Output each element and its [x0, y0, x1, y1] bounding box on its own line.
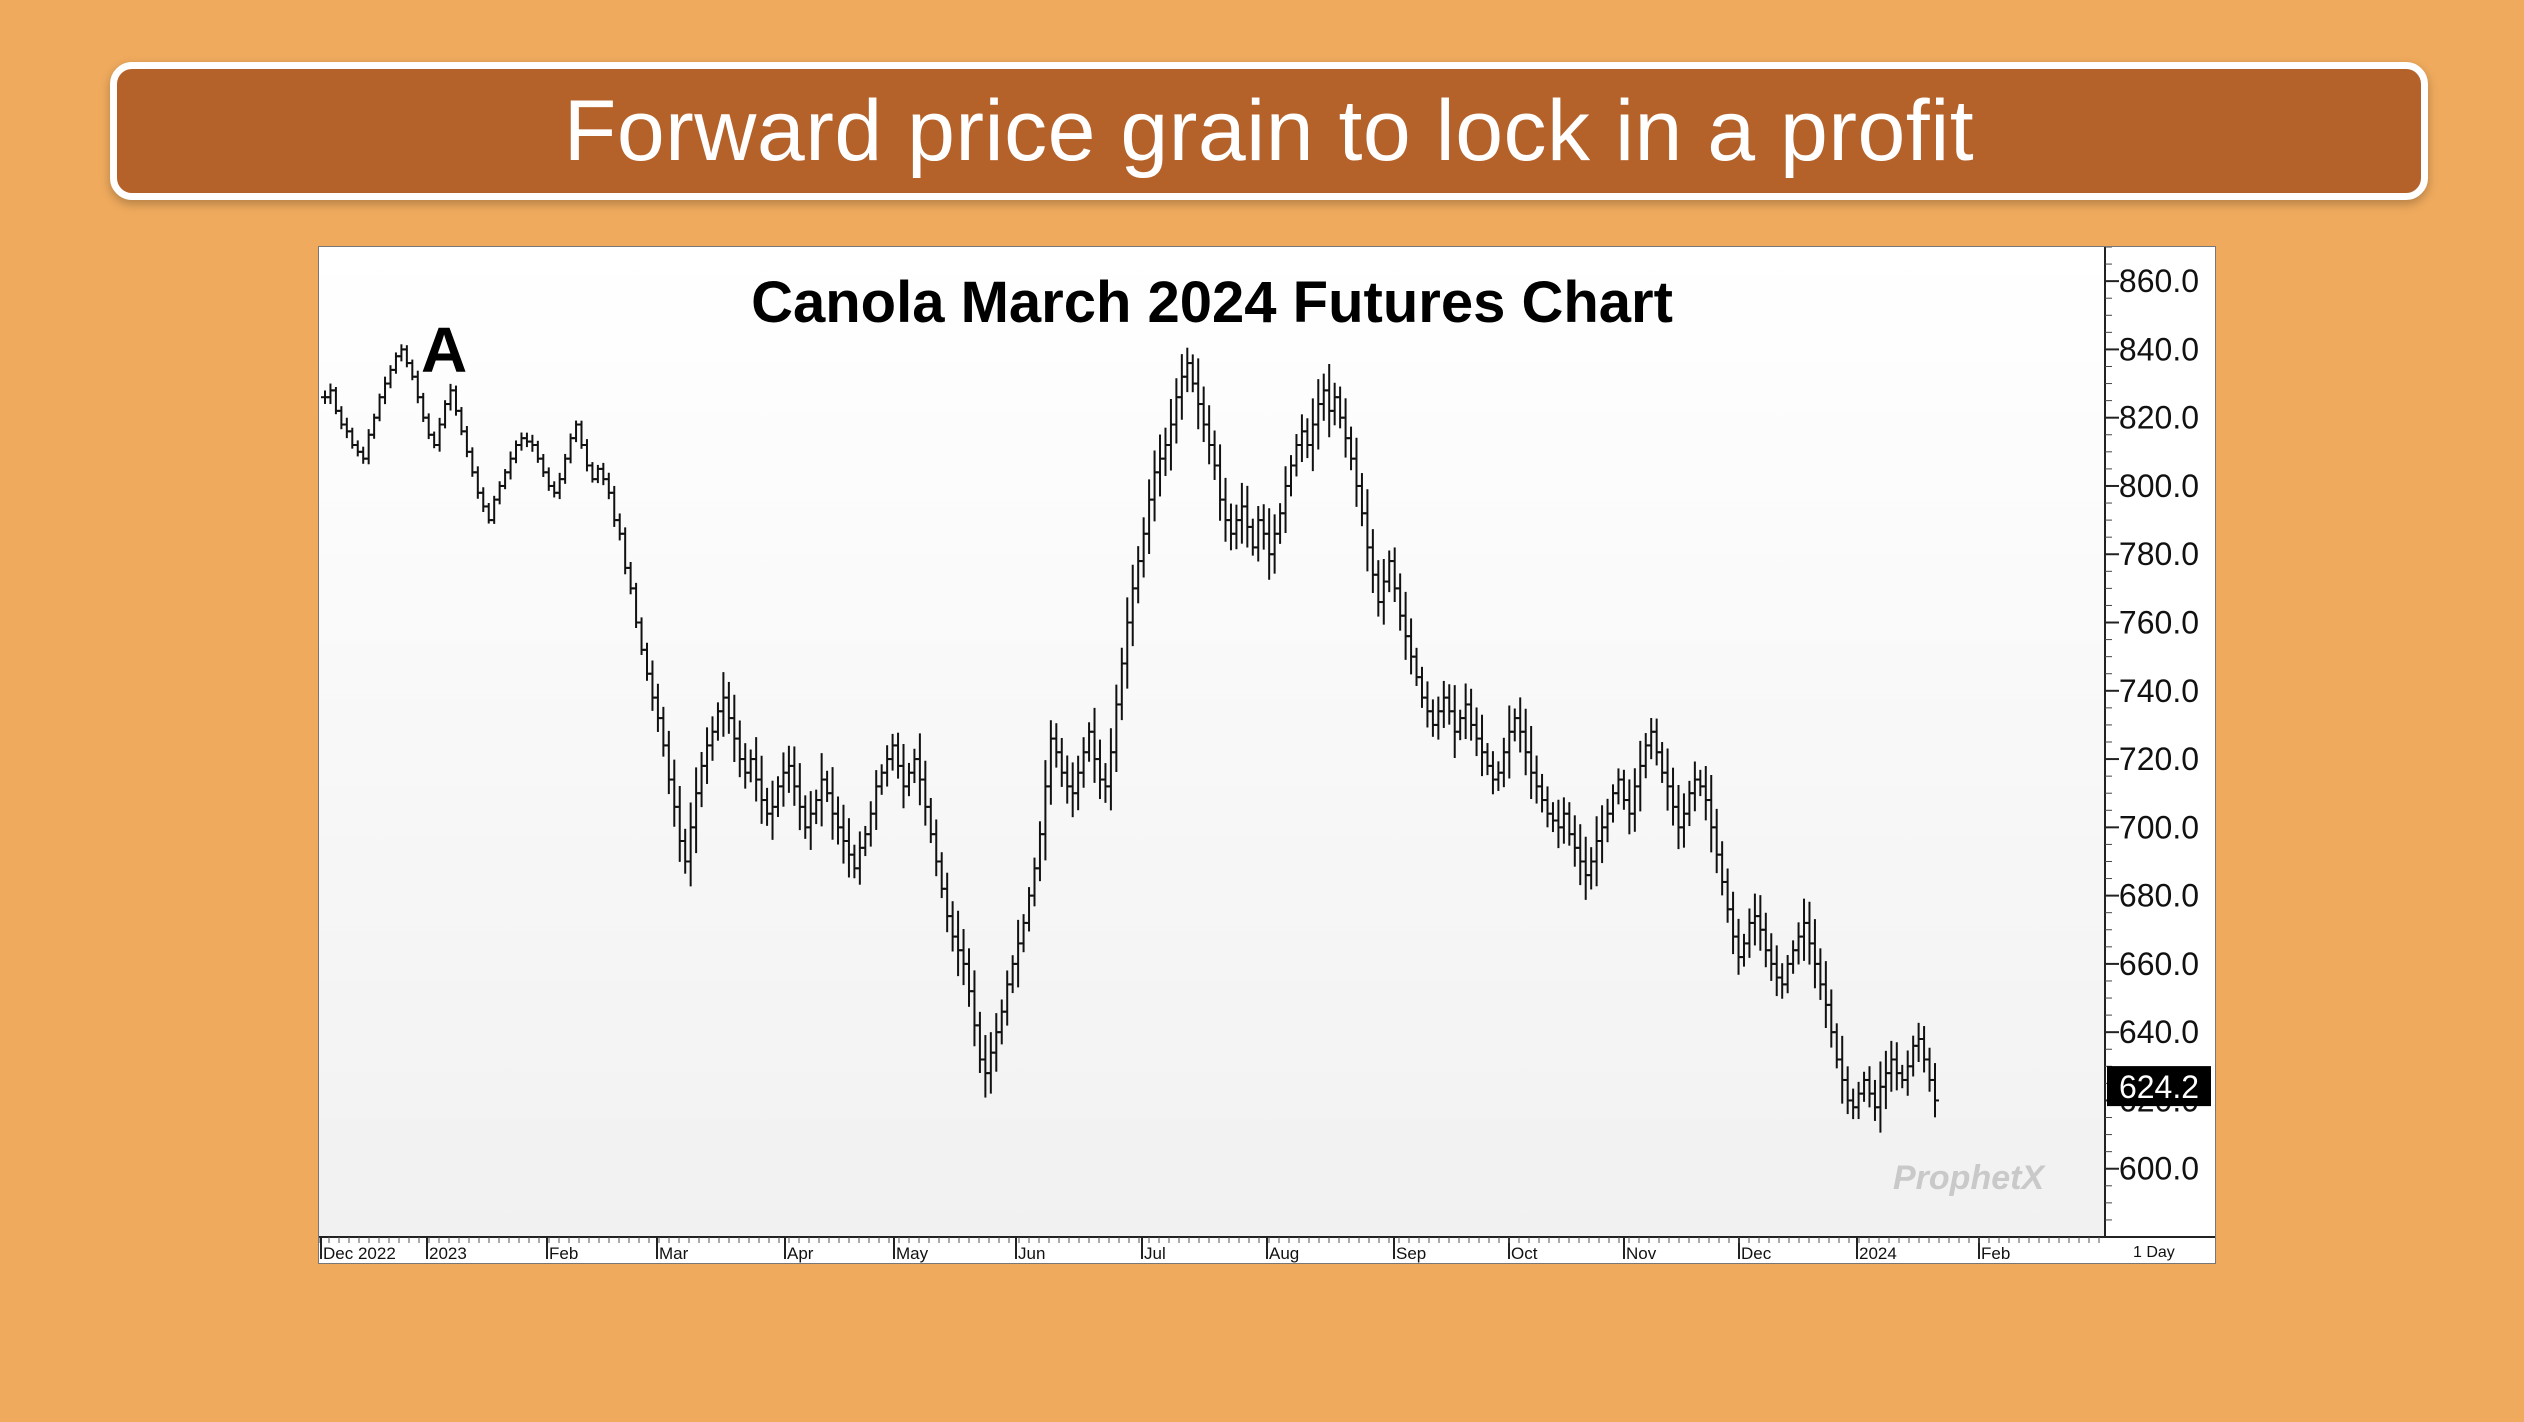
banner-title: Forward price grain to lock in a profit [563, 82, 1975, 179]
last-price-marker: 624.2 [2107, 1066, 2211, 1107]
x-tick-label: Dec [1741, 1244, 1772, 1263]
last-price-label: 624.2 [2119, 1069, 2199, 1105]
chart-panel: 600.0620.0640.0660.0680.0700.0720.0740.0… [318, 246, 2216, 1264]
x-tick-label: Feb [549, 1244, 578, 1263]
time-axis: Dec 2022 2023 Feb Mar Apr May Jun Jul Aug Sep Oct N… [319, 1237, 2175, 1263]
title-banner: Forward price grain to lock in a profit [110, 62, 2428, 200]
y-tick-label: 780.0 [2119, 536, 2199, 572]
x-tick-label: Apr [787, 1244, 814, 1263]
prophetx-logo: ProphetX [1893, 1159, 2045, 1197]
x-tick-label: 2023 [429, 1244, 467, 1263]
x-tick-label: 2024 [1859, 1244, 1897, 1263]
price-axis: 600.0620.0640.0660.0680.0700.0720.0740.0… [2105, 247, 2199, 1221]
y-tick-label: 760.0 [2119, 605, 2199, 641]
y-tick-label: 640.0 [2119, 1014, 2199, 1050]
y-tick-label: 820.0 [2119, 400, 2199, 436]
y-tick-label: 680.0 [2119, 878, 2199, 914]
price-bar [1931, 1063, 1939, 1118]
last-price-tag [2107, 1066, 2211, 1107]
x-tick-label: Sep [1396, 1244, 1426, 1263]
x-tick-label: Jun [1018, 1244, 1045, 1263]
price-bars [321, 344, 1939, 1133]
x-tick-label: Oct [1511, 1244, 1538, 1263]
x-tick-label: Nov [1626, 1244, 1657, 1263]
plot-area [319, 247, 2105, 1237]
y-tick-label: 800.0 [2119, 468, 2199, 504]
x-tick-label: Mar [659, 1244, 689, 1263]
chart-title: Canola March 2024 Futures Chart [751, 270, 1673, 335]
y-tick-label: 860.0 [2119, 263, 2199, 299]
annotation-a: A [421, 314, 468, 386]
x-tick-label: Jul [1144, 1244, 1166, 1263]
y-tick-label: 700.0 [2119, 809, 2199, 845]
y-tick-label: 840.0 [2119, 331, 2199, 367]
y-tick-label: 720.0 [2119, 741, 2199, 777]
x-tick-label: Dec 2022 [323, 1244, 396, 1263]
period-label: 1 Day [2133, 1244, 2175, 1261]
x-tick-label: Aug [1269, 1244, 1299, 1263]
y-tick-label: 660.0 [2119, 946, 2199, 982]
x-tick-label: May [896, 1244, 929, 1263]
y-tick-label: 740.0 [2119, 673, 2199, 709]
canola-futures-chart: 600.0620.0640.0660.0680.0700.0720.0740.0… [319, 247, 2215, 1263]
x-tick-label: Feb [1981, 1244, 2010, 1263]
y-tick-label: 600.0 [2119, 1151, 2199, 1187]
